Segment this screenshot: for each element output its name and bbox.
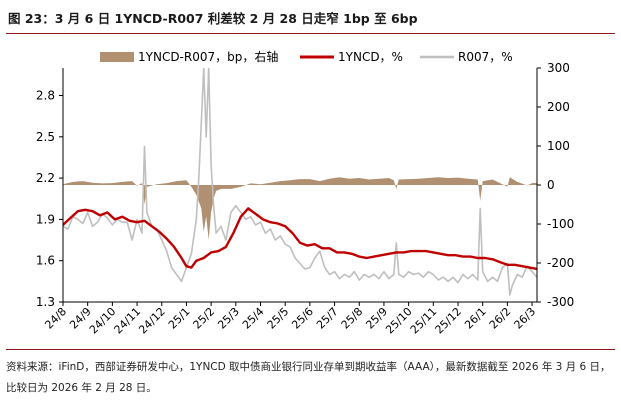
legend-item: R007，% [420, 50, 513, 64]
x-tick-label: 25/3 [215, 305, 242, 332]
right-tick-label: 100 [547, 139, 570, 153]
plot-area [63, 68, 537, 296]
right-tick-label: 200 [547, 100, 570, 114]
title-divider [6, 33, 615, 34]
x-tick-label: 24/11 [112, 305, 144, 337]
left-tick-label: 2.5 [36, 130, 55, 144]
x-tick-label: 25/6 [289, 305, 316, 332]
x-tick-label: 25/10 [383, 305, 415, 337]
left-tick-label: 1.9 [36, 212, 55, 226]
left-tick-label: 2.2 [36, 171, 55, 185]
chart: 1YNCD-R007，bp，右轴 1YNCD，% R007，% 1.3 1.6 1.9 2… [36, 49, 574, 337]
right-tick-label: -200 [547, 256, 574, 270]
series-spread-area [63, 177, 537, 240]
x-tick-label: 25/12 [433, 305, 465, 337]
left-tick-label: 1.3 [36, 295, 55, 309]
right-tick-label: -100 [547, 217, 574, 231]
x-tick-label: 26/3 [512, 305, 539, 332]
legend-label: 1YNCD-R007，bp，右轴 [138, 49, 278, 64]
legend-label: R007，% [458, 50, 513, 64]
x-tick-label: 24/10 [87, 305, 119, 337]
x-tick-label: 26/1 [462, 305, 489, 332]
chart-title: 图 23：3 月 6 日 1YNCD-R007 利差较 2 月 28 日走窄 1… [8, 11, 418, 26]
right-tick-label: 0 [547, 178, 555, 192]
legend-item: 1YNCD-R007，bp，右轴 [100, 49, 278, 64]
legend-label: 1YNCD，% [338, 50, 403, 64]
x-tick-label: 25/5 [265, 305, 292, 332]
left-tick-label: 1.6 [36, 254, 55, 268]
left-tick-label: 2.8 [36, 89, 55, 103]
x-tick-label: 24/12 [136, 305, 168, 337]
series-r007-line [63, 68, 537, 296]
right-tick-label: -300 [547, 295, 574, 309]
legend: 1YNCD-R007，bp，右轴 1YNCD，% R007，% [100, 49, 513, 64]
x-tick-label: 25/2 [191, 305, 218, 332]
x-tick-label: 25/7 [314, 305, 341, 332]
source-note: 资料来源：iFinD，西部证券研发中心，1YNCD 取中债商业银行同业存单到期收… [6, 361, 611, 394]
legend-item: 1YNCD，% [300, 50, 403, 64]
x-tick-label: 25/8 [339, 305, 366, 332]
x-tick-label: 26/2 [487, 305, 514, 332]
right-tick-label: 300 [547, 61, 570, 75]
axes: 1.3 1.6 1.9 2.2 2.5 2.8 -300 -200 -100 0 100 200 300… [36, 61, 574, 337]
legend-swatch [100, 52, 134, 62]
x-tick-label: 25/11 [408, 305, 440, 337]
source-divider [6, 349, 615, 350]
x-tick-label: 25/4 [240, 305, 267, 332]
x-tick-label: 25/1 [166, 305, 193, 332]
series-1yncd-line [63, 207, 537, 271]
